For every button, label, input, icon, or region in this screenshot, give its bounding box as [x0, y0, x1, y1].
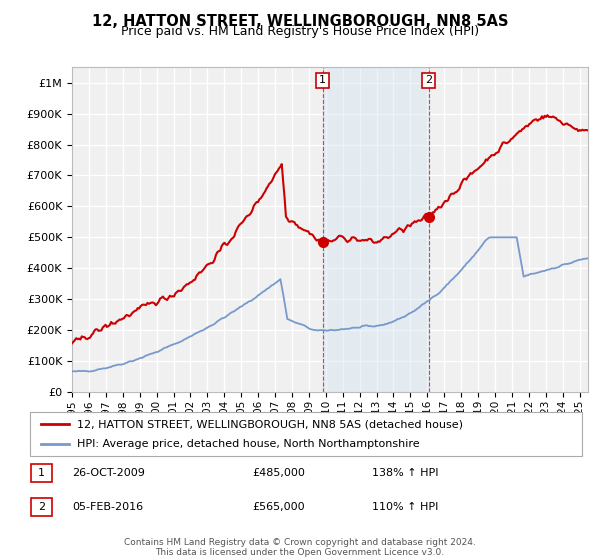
- Text: 110% ↑ HPI: 110% ↑ HPI: [372, 502, 439, 512]
- Text: £565,000: £565,000: [252, 502, 305, 512]
- FancyBboxPatch shape: [30, 412, 582, 456]
- Text: 138% ↑ HPI: 138% ↑ HPI: [372, 468, 439, 478]
- Text: 05-FEB-2016: 05-FEB-2016: [72, 502, 143, 512]
- Text: £485,000: £485,000: [252, 468, 305, 478]
- Text: 26-OCT-2009: 26-OCT-2009: [72, 468, 145, 478]
- Text: 1: 1: [38, 468, 45, 478]
- Text: HPI: Average price, detached house, North Northamptonshire: HPI: Average price, detached house, Nort…: [77, 439, 419, 449]
- Text: 1: 1: [319, 76, 326, 85]
- Text: 2: 2: [425, 76, 433, 85]
- Text: 2: 2: [38, 502, 45, 512]
- FancyBboxPatch shape: [31, 498, 52, 516]
- Text: 12, HATTON STREET, WELLINGBOROUGH, NN8 5AS (detached house): 12, HATTON STREET, WELLINGBOROUGH, NN8 5…: [77, 419, 463, 429]
- Text: 12, HATTON STREET, WELLINGBOROUGH, NN8 5AS: 12, HATTON STREET, WELLINGBOROUGH, NN8 5…: [92, 14, 508, 29]
- Text: Contains HM Land Registry data © Crown copyright and database right 2024.
This d: Contains HM Land Registry data © Crown c…: [124, 538, 476, 557]
- FancyBboxPatch shape: [31, 464, 52, 482]
- Bar: [323, 67, 429, 392]
- Text: Price paid vs. HM Land Registry's House Price Index (HPI): Price paid vs. HM Land Registry's House …: [121, 25, 479, 38]
